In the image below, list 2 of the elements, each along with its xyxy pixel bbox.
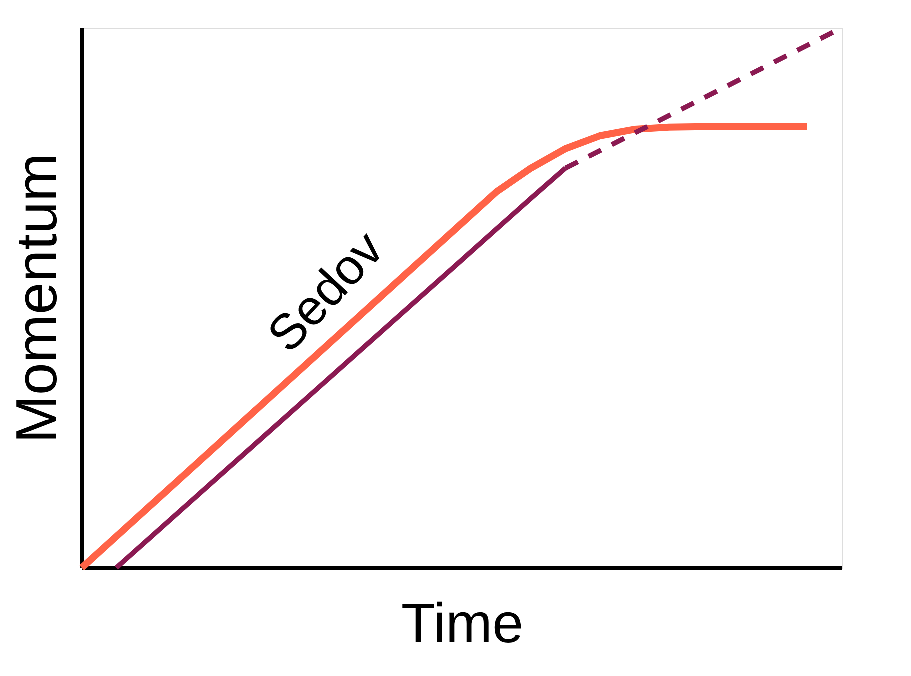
y-axis-title: Momentum (4, 153, 70, 444)
x-axis-title: Time (401, 592, 524, 654)
